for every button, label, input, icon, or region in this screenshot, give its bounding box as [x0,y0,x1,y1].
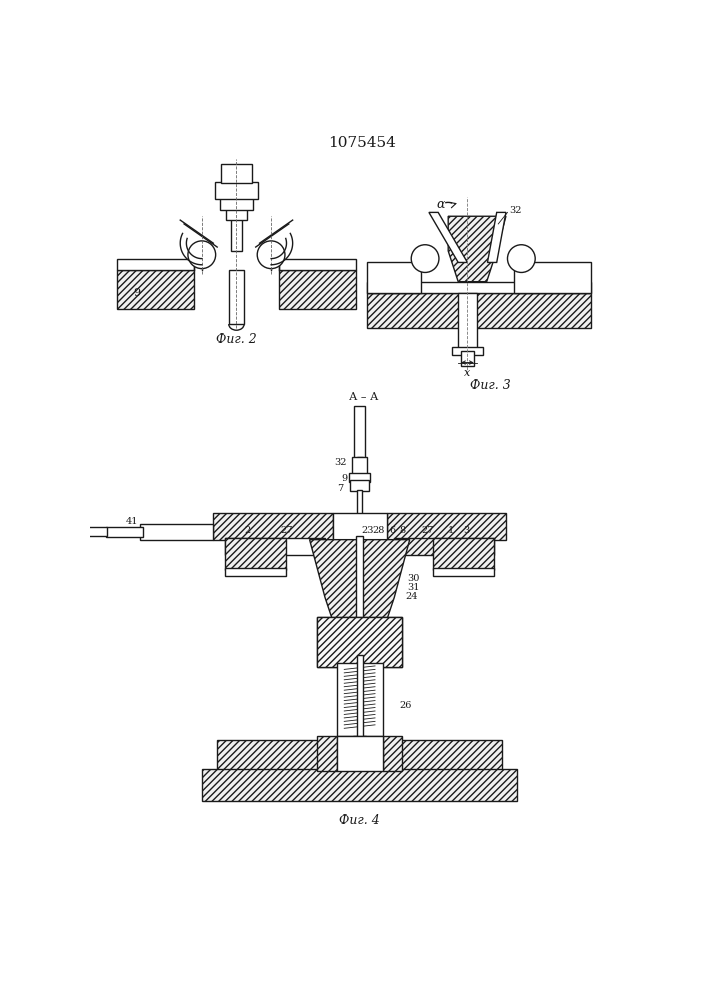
Bar [368,293,590,328]
Bar [117,270,194,309]
Polygon shape [429,212,467,262]
Bar [317,736,337,771]
Text: Фиг. 4: Фиг. 4 [339,814,380,827]
Bar [354,406,365,459]
Text: 31: 31 [407,583,420,592]
Bar [317,617,402,667]
Bar [356,741,363,748]
Bar [337,736,382,771]
Bar [225,568,286,576]
Bar [215,182,258,199]
Bar [368,282,590,293]
Text: α: α [436,198,445,211]
Bar [352,457,368,474]
Text: 1: 1 [448,526,454,535]
Bar [452,347,483,355]
Bar [76,527,107,536]
Text: 30: 30 [407,574,420,583]
Bar [382,736,402,771]
Bar [354,736,366,742]
Polygon shape [487,212,506,262]
Text: 28: 28 [373,526,385,535]
Bar [221,164,252,183]
Bar [225,538,286,570]
Circle shape [188,241,216,269]
Bar [201,769,518,801]
Bar [105,527,143,537]
Circle shape [411,245,439,272]
Text: 3: 3 [463,526,469,535]
Text: 27: 27 [280,526,293,535]
Bar [214,513,333,540]
Bar [387,513,506,540]
Text: 32: 32 [334,458,346,467]
Bar [461,351,474,366]
Text: 9: 9 [341,474,347,483]
Text: 9: 9 [133,288,140,298]
Bar [356,655,363,740]
Text: 2: 2 [245,526,251,535]
Bar [356,536,363,632]
Bar [351,480,369,491]
Bar [279,270,356,309]
Circle shape [508,245,535,272]
Bar [458,293,477,351]
Bar [217,740,502,771]
Text: 26: 26 [399,701,412,710]
Text: 1075454: 1075454 [328,136,396,150]
Text: 27: 27 [421,526,433,535]
Text: 23: 23 [361,526,373,535]
Bar [368,262,421,293]
Bar [356,457,363,463]
Bar [337,663,382,736]
Text: А – А: А – А [349,392,378,402]
Bar [140,524,214,540]
Bar [349,473,370,482]
Bar [433,568,494,576]
Bar [317,617,402,667]
Polygon shape [448,216,506,282]
Text: 8: 8 [399,526,405,535]
Text: 6: 6 [389,526,395,535]
Text: 41: 41 [127,517,139,526]
Text: 32: 32 [509,206,522,215]
Bar [219,195,253,210]
Bar [229,270,244,324]
Bar [433,538,494,570]
Bar [357,490,362,520]
Text: Фиг. 3: Фиг. 3 [470,379,511,392]
Bar [333,513,387,540]
Bar [514,262,590,293]
Text: x: x [464,368,471,378]
Bar [231,216,242,251]
Text: 24: 24 [406,592,419,601]
Text: Фиг. 2: Фиг. 2 [216,333,257,346]
Bar [226,206,247,220]
Text: 7: 7 [337,484,344,493]
Bar [117,259,194,270]
Polygon shape [310,540,409,620]
Bar [225,538,325,555]
Circle shape [257,241,285,269]
Bar [395,538,494,555]
Bar [279,259,356,270]
